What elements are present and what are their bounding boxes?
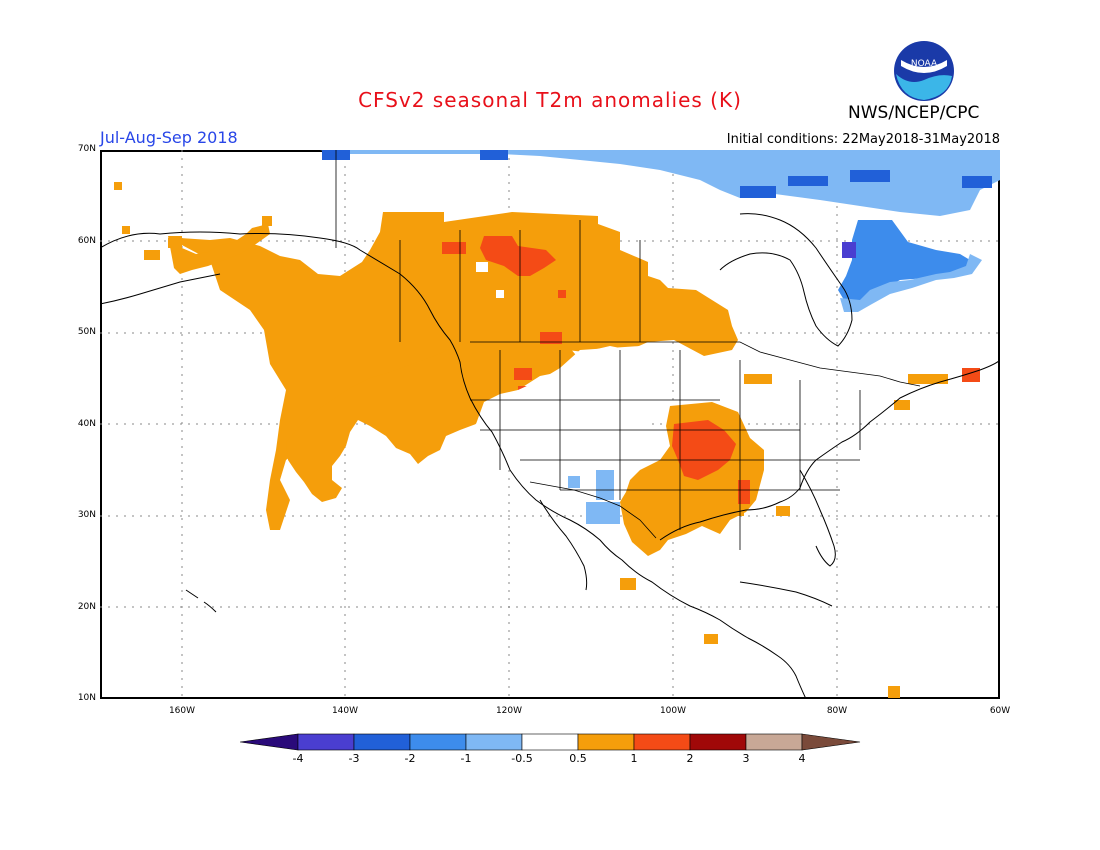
- initial-conditions: Initial conditions: 22May2018-31May2018: [726, 132, 1000, 147]
- cbar-label-m3: -3: [348, 752, 360, 765]
- lon-label-160w: 160W: [168, 706, 196, 716]
- strong-warm-canada: [480, 236, 556, 276]
- warm-region-alaska-1: [168, 224, 270, 274]
- warm-patch-newengland: [908, 374, 948, 384]
- state-lines-2: [470, 399, 860, 491]
- cbar-label-m1: -1: [460, 752, 472, 765]
- lat-label-30n: 30N: [77, 510, 96, 520]
- lon-label-120w: 120W: [495, 706, 523, 716]
- warm-patch-mexico-2: [704, 634, 718, 644]
- border-us-mexico: [529, 481, 657, 539]
- cool-patch-ne-2: [788, 176, 828, 186]
- lon-label-80w: 80W: [826, 706, 848, 716]
- border-us-canada: [470, 341, 921, 387]
- cool-patch-ne-4: [962, 176, 992, 188]
- cool-patch-ne-3: [850, 170, 890, 182]
- cbar-p2-p3: [689, 733, 747, 751]
- coast-alaska-islands: [100, 273, 221, 305]
- strong-warm-patch-3: [514, 368, 532, 380]
- strong-warm-patch-1: [442, 242, 466, 254]
- strong-warm-patch-6: [738, 480, 750, 504]
- cbar-label-m4: -4: [292, 752, 304, 765]
- lat-label-70n: 70N: [77, 144, 96, 154]
- lat-label-40n: 40N: [77, 419, 96, 429]
- cbar-p05-p1: [577, 733, 635, 751]
- coast-florida: [799, 469, 836, 567]
- cbar-label-p3: 3: [742, 752, 750, 765]
- lat-label-10n: 10N: [77, 693, 96, 703]
- warm-patch-mexico-3: [776, 506, 790, 516]
- coast-gulf-mexico: [659, 359, 1000, 541]
- cbar-m3-m2: [353, 733, 411, 751]
- cbar-p1-p2: [633, 733, 691, 751]
- cbar-above-4: [801, 733, 861, 751]
- cool-patch-west-2: [586, 502, 620, 524]
- cool-region-arctic: [320, 150, 1000, 216]
- lat-label-60n: 60N: [77, 236, 96, 246]
- cbar-label-p4: 4: [798, 752, 806, 765]
- strong-warm-patch-2: [540, 332, 562, 344]
- agency-label: NWS/NCEP/CPC: [848, 103, 980, 123]
- lon-label-60w: 60W: [989, 706, 1011, 716]
- cbar-m4-m3: [297, 733, 355, 751]
- logo-text: NOAA: [911, 59, 938, 69]
- cool-region-labrador: [840, 254, 982, 312]
- cool-patch-ne-1: [740, 186, 776, 198]
- cbar-m2-m1: [409, 733, 467, 751]
- cbar-neutral: [521, 733, 579, 751]
- cbar-label-p2: 2: [686, 752, 694, 765]
- lon-label-100w: 100W: [659, 706, 687, 716]
- warm-patch-alaska-6: [262, 216, 272, 226]
- strong-warm-plains: [672, 420, 736, 480]
- province-lines: [399, 220, 641, 342]
- lat-label-50n: 50N: [77, 327, 96, 337]
- cool-patch-west-1: [596, 470, 614, 500]
- warm-patch-alaska-2: [168, 238, 182, 248]
- coast-hudson-bay: [719, 213, 853, 347]
- cbar-label-p05: 0.5: [569, 752, 587, 765]
- warm-patch-mexico-1: [620, 578, 636, 590]
- lon-label-140w: 140W: [331, 706, 359, 716]
- cbar-below-4: [240, 733, 299, 751]
- cbar-m1-m05: [465, 733, 523, 751]
- anomaly-map: [100, 150, 1000, 699]
- cool-patch-ne-6: [480, 150, 508, 160]
- coast-hawaii: [185, 589, 217, 613]
- state-lines-1: [499, 350, 861, 550]
- cool-patch-quebec-deep: [842, 242, 856, 258]
- map-title: CFSv2 seasonal T2m anomalies (K): [358, 88, 742, 112]
- warm-patch-alaska-3: [144, 250, 160, 260]
- warm-patch-greatlakes: [744, 374, 772, 384]
- cbar-label-p1: 1: [630, 752, 638, 765]
- neutral-holes: [472, 262, 666, 470]
- coast-baja: [539, 499, 588, 591]
- warm-patch-alaska-4: [114, 182, 122, 190]
- cbar-p3-p4: [745, 733, 803, 751]
- colorbar: [240, 733, 861, 751]
- forecast-period: Jul-Aug-Sep 2018: [100, 128, 238, 147]
- warm-patch-caribbean: [888, 686, 900, 698]
- coast-cuba: [739, 581, 833, 607]
- coast-north-america: [100, 231, 807, 699]
- warm-patch-gulf: [734, 508, 744, 516]
- warm-patch-maine: [894, 400, 910, 410]
- strong-warm-patch-5: [558, 290, 566, 298]
- noaa-logo-icon: NOAA: [894, 41, 954, 101]
- cool-patch-west-3: [568, 476, 580, 488]
- cool-region-quebec: [838, 220, 970, 302]
- cbar-label-m05: -0.5: [511, 752, 533, 765]
- warm-region-west: [286, 342, 580, 502]
- borders: [335, 150, 921, 550]
- cbar-label-m2: -2: [404, 752, 416, 765]
- coastlines: [100, 213, 1000, 699]
- warm-patch-alaska-5: [122, 226, 130, 234]
- lat-label-20n: 20N: [77, 602, 96, 612]
